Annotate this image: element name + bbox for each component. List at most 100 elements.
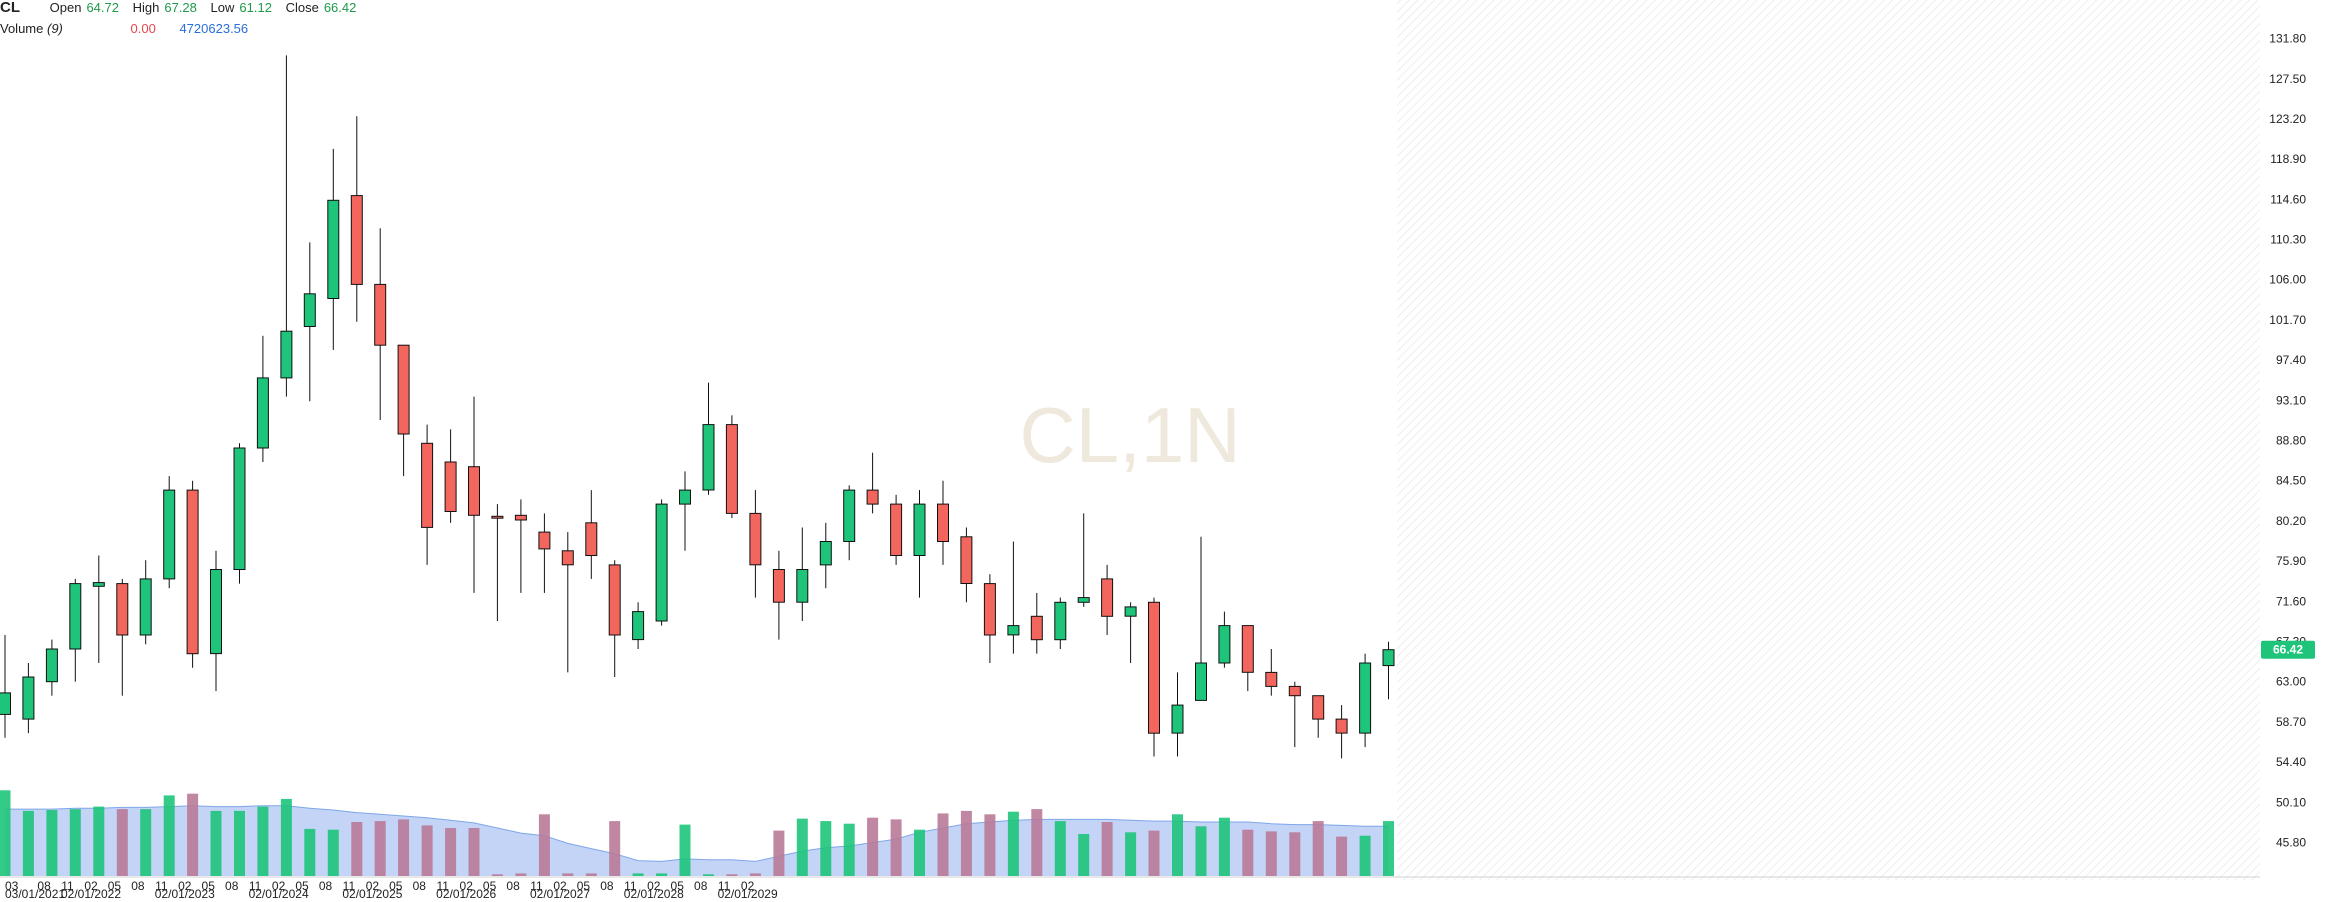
volume-header: Volume (9) 0.00 4720623.56 xyxy=(0,21,248,37)
x-tick-month: 11 xyxy=(155,879,168,893)
volume-bar xyxy=(351,822,363,876)
candle-body xyxy=(397,344,410,435)
candle-body xyxy=(0,692,11,715)
candle-body xyxy=(1101,578,1114,617)
x-tick-month: 02 xyxy=(366,879,380,893)
y-tick-label: 114.60 xyxy=(2270,192,2306,206)
y-axis: 131.80 127.50 123.20 118.90 114.60 110.30 106.… xyxy=(2269,32,2306,850)
candle-body xyxy=(1288,685,1301,697)
candle-body xyxy=(186,489,199,655)
volume-bar xyxy=(937,813,949,876)
candle-body xyxy=(303,293,316,327)
volume-bar xyxy=(1265,831,1277,876)
x-tick-month: 02 xyxy=(272,879,286,893)
x-tick-month: 08 xyxy=(319,879,333,893)
candle-body xyxy=(1195,662,1207,701)
x-tick-month: 05 xyxy=(389,879,403,893)
x-tick-year: 02/01/2022 xyxy=(61,887,121,901)
last-price-badge: 66.42 xyxy=(2261,640,2315,659)
candle-body xyxy=(1265,671,1278,687)
x-tick-month: 02 xyxy=(460,879,474,893)
candle-body xyxy=(350,195,363,285)
candle-body xyxy=(210,569,222,655)
volume-value-2: 4720623.56 xyxy=(179,21,249,36)
candle-body xyxy=(256,377,269,449)
candle-body xyxy=(866,489,879,505)
x-tick-month: 02 xyxy=(553,879,567,893)
volume-bar xyxy=(726,874,738,876)
volume-bar xyxy=(1172,814,1183,876)
candle-body xyxy=(327,199,340,299)
low-value: 61.12 xyxy=(239,0,272,15)
candle-body xyxy=(116,583,129,636)
volume-bar xyxy=(632,873,644,876)
volume-bar xyxy=(187,793,199,876)
candle-body xyxy=(280,330,293,379)
y-tick-label: 88.80 xyxy=(2276,434,2306,448)
volume-bar xyxy=(609,821,621,876)
volume-bar xyxy=(210,810,222,876)
candle-body xyxy=(679,489,691,505)
volume-bar xyxy=(984,814,996,876)
x-tick-year: 02/01/2024 xyxy=(249,887,309,901)
volume-bar xyxy=(1336,836,1348,876)
candle-body xyxy=(233,447,246,570)
x-tick-month: 05 xyxy=(295,879,309,893)
volume-period: (9) xyxy=(47,21,63,36)
candle-body xyxy=(444,461,457,512)
candle-body xyxy=(561,550,574,566)
volume-layer xyxy=(0,790,1394,876)
volume-bar xyxy=(69,809,81,876)
volume-bar xyxy=(843,823,855,876)
y-tick-label: 101.70 xyxy=(2269,313,2306,327)
x-tick-month: 05 xyxy=(108,879,122,893)
x-tick-month: 08 xyxy=(506,879,520,893)
x-tick-year: 02/01/2027 xyxy=(530,887,590,901)
y-tick-label: 110.30 xyxy=(2270,233,2306,247)
candle-body xyxy=(1171,704,1184,734)
volume-bar xyxy=(679,824,691,876)
candle-body xyxy=(725,424,738,514)
candle-body xyxy=(937,503,949,543)
volume-bar xyxy=(749,873,761,876)
last-price-badge-text: 66.42 xyxy=(2273,643,2303,657)
y-tick-label: 123.20 xyxy=(2269,112,2306,126)
volume-bar xyxy=(93,806,105,876)
x-tick-month: 02 xyxy=(647,879,661,893)
volume-bar xyxy=(1054,821,1066,876)
volume-bar xyxy=(468,828,480,876)
candle-body xyxy=(1054,601,1067,641)
volume-ma-line xyxy=(5,805,1389,862)
x-tick-month: 11 xyxy=(436,879,449,893)
candle-body xyxy=(772,569,785,603)
high-value: 67.28 xyxy=(164,0,197,15)
volume-bar xyxy=(1289,832,1301,876)
candle-layer xyxy=(0,55,1395,759)
volume-bar xyxy=(1125,832,1137,876)
candle-body xyxy=(92,582,105,587)
volume-bar xyxy=(1312,821,1324,876)
future-area xyxy=(1397,0,2260,880)
candle-body xyxy=(1241,625,1254,673)
x-tick-month: 03 xyxy=(5,879,19,893)
candle-body xyxy=(983,583,996,636)
candle-body xyxy=(538,531,551,550)
candle-body xyxy=(1218,625,1231,664)
candle-body xyxy=(139,578,152,636)
volume-bar xyxy=(914,829,925,876)
volume-bar xyxy=(890,819,902,876)
last-price-badge-box xyxy=(2261,640,2315,659)
x-tick-month: 08 xyxy=(131,879,145,893)
open-value: 64.72 xyxy=(86,0,119,15)
x-tick-year: 02/01/2025 xyxy=(342,887,402,901)
candle-body xyxy=(22,676,35,720)
y-tick-label: 45.80 xyxy=(2276,836,2306,850)
candle-body xyxy=(1007,625,1020,636)
y-tick-label: 93.10 xyxy=(2276,393,2306,407)
y-tick-label: 97.40 xyxy=(2276,353,2306,367)
volume-bar xyxy=(538,814,550,876)
x-tick-month: 08 xyxy=(600,879,614,893)
candle-body xyxy=(374,283,387,346)
x-axis: 03 08 11 02 05 08 11 02 05 08 11 02 05 08 11 02 05 08 11 02… xyxy=(5,879,778,901)
